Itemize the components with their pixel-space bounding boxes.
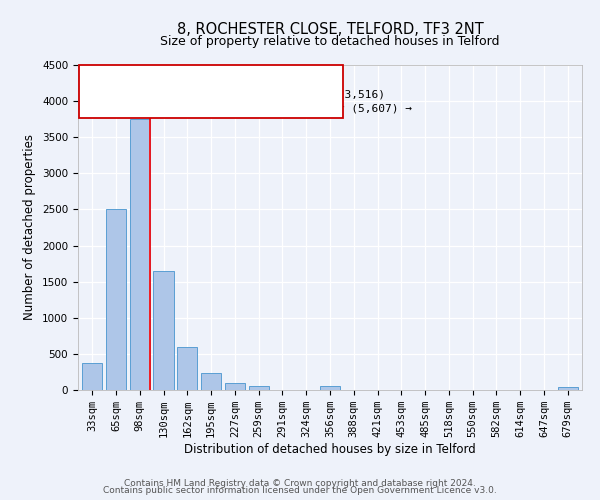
Bar: [225, 383, 245, 390]
Text: ← 38% of detached houses are smaller (3,516): ← 38% of detached houses are smaller (3,…: [88, 90, 385, 100]
Y-axis label: Number of detached properties: Number of detached properties: [23, 134, 37, 320]
Text: Size of property relative to detached houses in Telford: Size of property relative to detached ho…: [160, 35, 500, 48]
Text: Contains HM Land Registry data © Crown copyright and database right 2024.: Contains HM Land Registry data © Crown c…: [124, 478, 476, 488]
Bar: [106, 210, 126, 390]
Bar: [154, 271, 173, 390]
Text: 61% of semi-detached houses are larger (5,607) →: 61% of semi-detached houses are larger (…: [88, 104, 412, 114]
Bar: [130, 119, 150, 390]
X-axis label: Distribution of detached houses by size in Telford: Distribution of detached houses by size …: [184, 443, 476, 456]
Bar: [320, 386, 340, 390]
Bar: [177, 346, 197, 390]
Text: 8, ROCHESTER CLOSE, TELFORD, TF3 2NT: 8, ROCHESTER CLOSE, TELFORD, TF3 2NT: [176, 22, 484, 38]
Text: 8 ROCHESTER CLOSE: 104sqm: 8 ROCHESTER CLOSE: 104sqm: [88, 75, 256, 85]
Bar: [201, 372, 221, 390]
Text: Contains public sector information licensed under the Open Government Licence v3: Contains public sector information licen…: [103, 486, 497, 495]
Bar: [82, 362, 103, 390]
Bar: [248, 386, 269, 390]
Bar: [557, 387, 578, 390]
